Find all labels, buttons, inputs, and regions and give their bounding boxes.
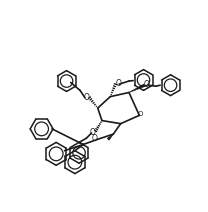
Polygon shape xyxy=(107,134,113,140)
Text: O: O xyxy=(138,111,143,117)
Text: O: O xyxy=(92,134,98,143)
Text: O: O xyxy=(83,93,89,102)
Polygon shape xyxy=(129,84,145,92)
Text: O: O xyxy=(90,128,95,137)
Text: O: O xyxy=(115,79,121,88)
Text: O: O xyxy=(144,80,150,89)
